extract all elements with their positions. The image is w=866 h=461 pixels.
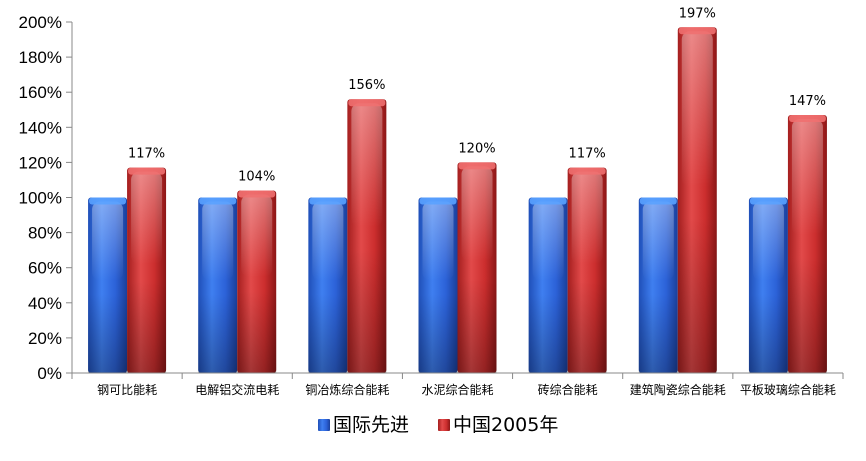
bar-shadow bbox=[418, 294, 458, 373]
legend-label: 国际先进 bbox=[333, 414, 409, 436]
bar-cap bbox=[128, 167, 166, 175]
y-tick-label: 200% bbox=[19, 13, 62, 32]
bar-highlight bbox=[681, 31, 713, 187]
bar-china bbox=[787, 115, 827, 373]
bar-highlight bbox=[92, 201, 124, 281]
bar-china bbox=[237, 190, 277, 373]
x-category-label: 平板玻璃综合能耗 bbox=[740, 382, 836, 397]
bar-shadow bbox=[787, 256, 827, 373]
bar-shadow bbox=[88, 294, 128, 373]
data-label: 197% bbox=[679, 6, 716, 21]
y-tick-label: 40% bbox=[28, 294, 62, 313]
legend-swatch bbox=[438, 419, 450, 431]
bar-cap bbox=[348, 99, 386, 107]
x-axis-labels: 钢可比能耗 电解铝交流电耗 铜冶炼综合能耗 水泥综合能耗 砖综合能耗 建筑陶瓷综合能耗 平板… bbox=[97, 382, 836, 397]
bar-highlight bbox=[752, 201, 784, 281]
bar-intl bbox=[418, 197, 458, 373]
data-label: 117% bbox=[569, 147, 606, 162]
bar-highlight bbox=[131, 171, 163, 265]
bar-intl bbox=[198, 197, 238, 373]
bar-shadow bbox=[127, 280, 167, 373]
bar-shadow bbox=[528, 294, 568, 373]
bar-highlight bbox=[461, 166, 493, 262]
y-tick-label: 0% bbox=[37, 364, 62, 383]
axes bbox=[71, 22, 844, 379]
bar-cap bbox=[568, 167, 606, 175]
legend: 国际先进 中国2005年 bbox=[318, 414, 558, 436]
y-tick-label: 60% bbox=[28, 259, 62, 278]
bar-shadow bbox=[198, 294, 238, 373]
y-tick-label: 80% bbox=[28, 224, 62, 243]
bar-shadow bbox=[237, 290, 277, 373]
bar-cap bbox=[529, 197, 567, 205]
bar-china bbox=[457, 162, 497, 373]
data-label: 147% bbox=[789, 94, 826, 109]
data-label: 104% bbox=[238, 169, 275, 184]
x-category-label: 铜冶炼综合能耗 bbox=[305, 382, 389, 397]
bar-shadow bbox=[567, 280, 607, 373]
bar-series bbox=[88, 27, 827, 373]
bar-china bbox=[127, 167, 167, 373]
x-category-label: 钢可比能耗 bbox=[97, 383, 157, 397]
y-tick-label: 100% bbox=[19, 189, 62, 208]
bar-highlight bbox=[532, 201, 564, 281]
y-tick-label: 120% bbox=[19, 153, 62, 172]
bar-highlight bbox=[642, 201, 674, 281]
bar-cap bbox=[678, 27, 716, 35]
x-category-label: 建筑陶瓷综合能耗 bbox=[630, 382, 726, 397]
data-label: 117% bbox=[128, 147, 165, 162]
bar-cap bbox=[639, 197, 677, 205]
data-labels: 117% 104% 156% 120% 117% 197% 147% bbox=[128, 6, 826, 184]
legend-item: 中国2005年 bbox=[438, 414, 558, 436]
legend-label: 中国2005年 bbox=[453, 414, 558, 436]
bar-highlight bbox=[422, 201, 454, 281]
bar-intl bbox=[748, 197, 788, 373]
y-tick-label: 20% bbox=[28, 329, 62, 348]
y-tick-label: 180% bbox=[19, 48, 62, 67]
bar-shadow bbox=[748, 294, 788, 373]
bar-intl bbox=[88, 197, 128, 373]
bar-shadow bbox=[347, 249, 387, 373]
bar-intl bbox=[528, 197, 568, 373]
bar-cap bbox=[309, 197, 347, 205]
y-tick-label: 140% bbox=[19, 118, 62, 137]
x-category-label: 砖综合能耗 bbox=[538, 382, 598, 397]
legend-swatch bbox=[318, 419, 330, 431]
bar-highlight bbox=[351, 103, 383, 227]
bar-highlight bbox=[571, 171, 603, 265]
bar-cap bbox=[238, 190, 276, 198]
bar-china bbox=[677, 27, 717, 373]
bar-cap bbox=[458, 162, 496, 170]
bar-shadow bbox=[638, 294, 678, 373]
bar-intl bbox=[638, 197, 678, 373]
bar-highlight bbox=[202, 201, 234, 281]
bar-highlight bbox=[791, 119, 823, 236]
bar-cap bbox=[89, 197, 127, 205]
bar-cap bbox=[749, 197, 787, 205]
bar-intl bbox=[308, 197, 348, 373]
bar-highlight bbox=[312, 201, 344, 281]
y-tick-label: 160% bbox=[19, 83, 62, 102]
y-axis-ticks: 0% 20% 40% 60% 80% 100% 120% 140% 160% 180% 200% bbox=[19, 13, 72, 383]
data-label: 156% bbox=[348, 78, 385, 93]
bar-cap bbox=[788, 115, 826, 123]
x-category-label: 电解铝交流电耗 bbox=[195, 382, 279, 397]
legend-item: 国际先进 bbox=[318, 414, 409, 436]
bar-shadow bbox=[308, 294, 348, 373]
bar-china bbox=[347, 99, 387, 373]
bar-china bbox=[567, 167, 607, 373]
bar-cap bbox=[199, 197, 237, 205]
x-category-label: 水泥综合能耗 bbox=[421, 382, 493, 397]
bar-cap bbox=[419, 197, 457, 205]
bar-shadow bbox=[457, 278, 497, 373]
data-label: 120% bbox=[458, 141, 495, 156]
bar-shadow bbox=[677, 217, 717, 373]
bar-highlight bbox=[241, 194, 273, 277]
